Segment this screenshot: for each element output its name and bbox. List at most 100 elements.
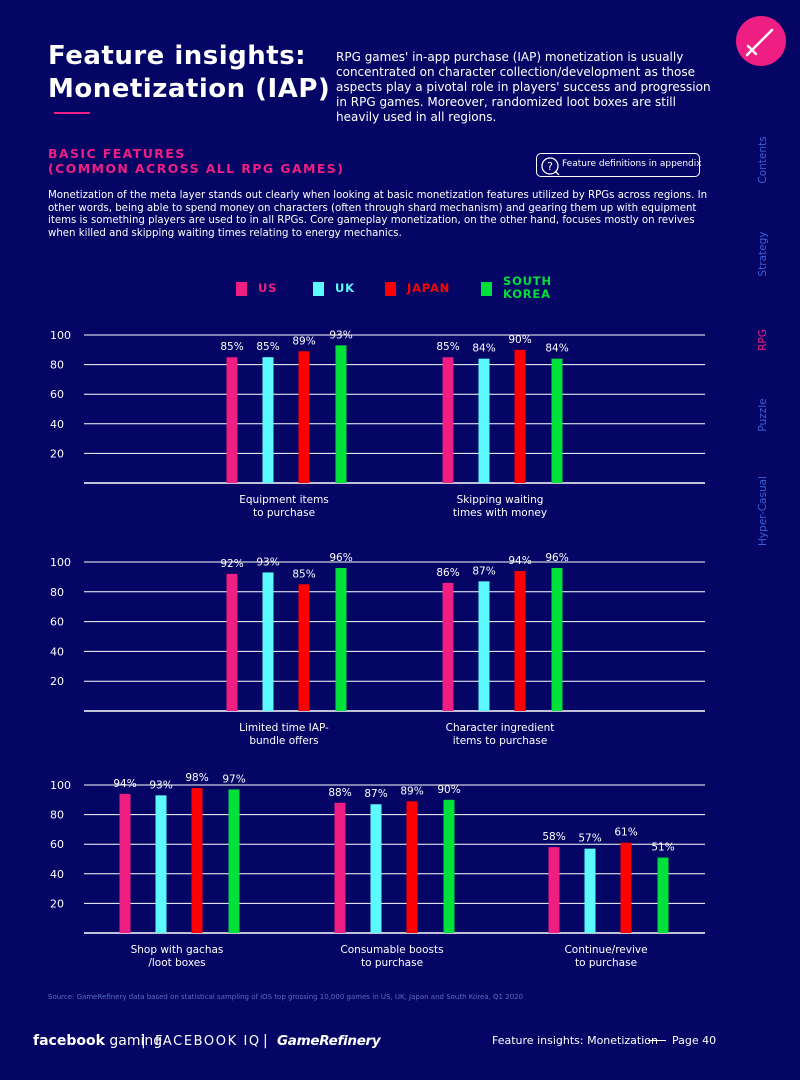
facebook-gaming-logo: facebook gaming	[33, 1033, 162, 1049]
title-underline	[54, 112, 90, 114]
section-title: BASIC FEATURES (COMMON ACROSS ALL RPG GA…	[48, 146, 344, 176]
bar-value-label: 98%	[185, 772, 208, 784]
section-title-line-1: BASIC FEATURES	[48, 146, 186, 161]
bar-value-label: 93%	[149, 779, 172, 791]
y-tick-label: 40	[50, 868, 64, 881]
bar	[226, 357, 238, 483]
bar	[191, 787, 203, 933]
bar-value-label: 97%	[222, 773, 245, 785]
bar	[406, 801, 418, 933]
category-label: Continue/revive	[564, 944, 647, 956]
bar	[478, 358, 490, 483]
sword-badge-icon	[736, 16, 786, 66]
bar-value-label: 92%	[220, 558, 243, 570]
category-label: to purchase	[361, 957, 423, 969]
bar	[551, 567, 563, 711]
bar	[119, 793, 131, 933]
bar	[551, 358, 563, 483]
bar	[335, 345, 347, 483]
side-nav-strategy[interactable]: Strategy	[757, 231, 769, 277]
bar-value-label: 88%	[328, 787, 351, 799]
bar-value-label: 85%	[220, 341, 243, 353]
question-icon: ?	[541, 157, 560, 176]
bar-value-label: 90%	[437, 784, 460, 796]
footer-separator: |	[141, 1033, 146, 1049]
bar	[335, 567, 347, 711]
bar-value-label: 96%	[545, 552, 568, 564]
category-label: Equipment items	[239, 494, 329, 506]
bar-value-label: 90%	[508, 334, 531, 346]
bar	[262, 357, 274, 483]
bar-value-label: 57%	[578, 833, 601, 845]
category-label: times with money	[453, 507, 547, 519]
facebook-wordmark: facebook	[33, 1033, 105, 1049]
category-label: /loot boxes	[148, 957, 205, 969]
category-label: Limited time IAP-	[239, 722, 329, 734]
bar-value-label: 94%	[508, 555, 531, 567]
side-nav-puzzle[interactable]: Puzzle	[757, 398, 769, 432]
page-title-line-2: Monetization (IAP)	[48, 74, 331, 104]
footer-divider	[648, 1040, 666, 1041]
bar	[262, 572, 274, 711]
bar-value-label: 87%	[364, 788, 387, 800]
bar-value-label: 85%	[436, 341, 459, 353]
legend-swatch-us	[236, 282, 247, 296]
bar-value-label: 86%	[436, 567, 459, 579]
bar-value-label: 85%	[292, 568, 315, 580]
bar-value-label: 96%	[329, 552, 352, 564]
y-tick-label: 60	[50, 616, 64, 629]
bar	[443, 799, 455, 933]
bar	[548, 847, 560, 933]
y-tick-label: 40	[50, 645, 64, 658]
bar	[514, 570, 526, 711]
legend-swatch-south-korea	[481, 282, 492, 296]
bar-value-label: 58%	[542, 831, 565, 843]
category-label: bundle offers	[249, 735, 318, 747]
side-nav-hyper-casual[interactable]: Hyper-Casual	[757, 476, 769, 546]
section-description: Monetization of the meta layer stands ou…	[48, 190, 708, 239]
y-tick-label: 100	[50, 779, 71, 792]
bar	[298, 351, 310, 483]
gaming-wordmark: gaming	[109, 1033, 163, 1049]
facebook-iq-logo: FACEBOOK IQ	[155, 1034, 261, 1049]
bar-value-label: 84%	[545, 343, 568, 355]
category-label: Consumable boosts	[340, 944, 443, 956]
page-number: Page 40	[672, 1034, 717, 1047]
bar-value-label: 84%	[472, 343, 495, 355]
y-tick-label: 60	[50, 388, 64, 401]
y-tick-label: 80	[50, 359, 64, 372]
page-title-line-1: Feature insights:	[48, 41, 307, 71]
bar-value-label: 51%	[651, 842, 674, 854]
appendix-link[interactable]: ? Feature definitions in appendix	[536, 153, 702, 177]
bar	[334, 802, 346, 933]
category-label: Shop with gachas	[131, 944, 224, 956]
side-nav-contents[interactable]: Contents	[757, 136, 769, 184]
legend-label-uk: UK	[335, 281, 355, 295]
bar	[442, 582, 454, 711]
bar-value-label: 93%	[256, 556, 279, 568]
bar-value-label: 61%	[614, 827, 637, 839]
y-tick-label: 20	[50, 897, 64, 910]
appendix-label: Feature definitions in appendix	[562, 159, 702, 169]
page-title: Feature insights: Monetization (IAP)	[48, 40, 330, 106]
bar-value-label: 89%	[400, 785, 423, 797]
bar	[514, 349, 526, 483]
svg-text:?: ?	[547, 160, 553, 173]
section-title-line-2: (COMMON ACROSS ALL RPG GAMES)	[48, 161, 345, 176]
bar	[226, 573, 238, 711]
legend-swatch-japan	[385, 282, 396, 296]
category-label: Character ingredient	[446, 722, 555, 734]
bar	[584, 848, 596, 933]
category-label: to purchase	[575, 957, 637, 969]
bar	[298, 584, 310, 711]
footer-page-label: Feature insights: Monetization	[492, 1034, 658, 1047]
y-tick-label: 60	[50, 838, 64, 851]
gamerefinery-logo: GameRefinery	[277, 1033, 381, 1049]
bar-value-label: 94%	[113, 778, 136, 790]
category-label: Skipping waiting	[457, 494, 544, 506]
bar	[442, 357, 454, 483]
bar	[370, 804, 382, 933]
category-label: items to purchase	[453, 735, 548, 747]
side-nav-rpg[interactable]: RPG	[757, 329, 769, 351]
bar-value-label: 93%	[329, 329, 352, 341]
